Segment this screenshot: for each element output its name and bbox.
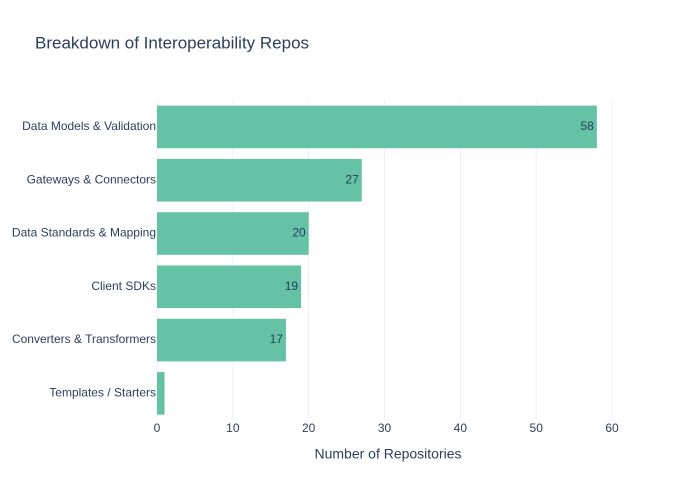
value-label: 27 (345, 172, 359, 186)
bar (157, 318, 286, 362)
bar (157, 265, 302, 309)
value-label: 58 (581, 119, 595, 133)
x-axis-title: Number of Repositories (314, 446, 461, 462)
y-tick-label: Templates / Starters (49, 386, 156, 400)
x-tick-label: 10 (226, 421, 240, 435)
bar (157, 372, 165, 415)
x-tick-label: 20 (302, 421, 316, 435)
bar (157, 105, 597, 149)
y-tick-label: Data Models & Validation (22, 119, 156, 133)
x-tick-label: 50 (530, 421, 544, 435)
bar (157, 158, 362, 202)
x-tick-label: 40 (454, 421, 468, 435)
y-tick-label: Converters & Transformers (12, 332, 156, 346)
y-tick-label: Data Standards & Mapping (12, 226, 156, 240)
value-label: 20 (292, 226, 306, 240)
x-tick-label: 30 (378, 421, 392, 435)
y-tick-label: Client SDKs (91, 279, 156, 293)
chart-title: Breakdown of Interoperability Repos (35, 33, 309, 52)
x-tick-label: 60 (605, 421, 619, 435)
value-label: 19 (285, 279, 299, 293)
y-tick-label: Gateways & Connectors (27, 172, 156, 186)
value-label: 17 (270, 332, 284, 346)
x-tick-label: 0 (154, 421, 161, 435)
bar (157, 212, 309, 255)
